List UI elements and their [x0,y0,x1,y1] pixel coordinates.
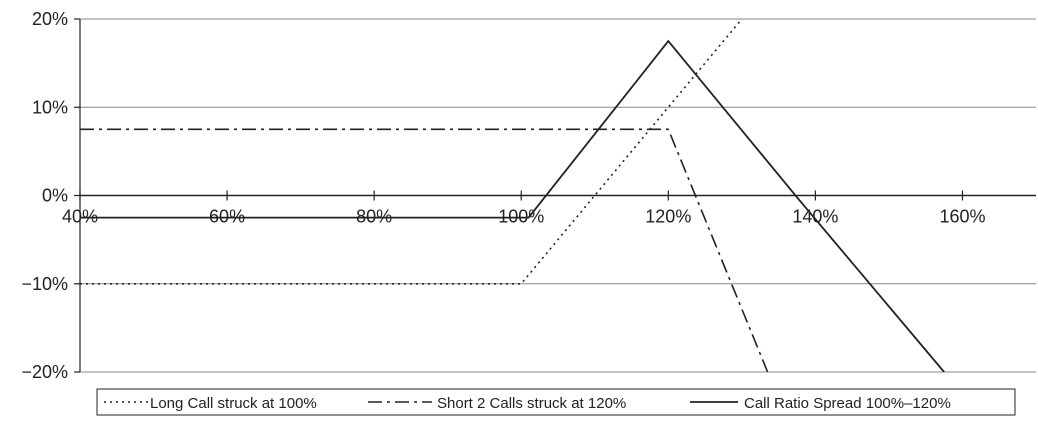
x-tick-label: 60% [209,207,245,227]
series-line-3 [80,39,945,372]
y-tick-label: 0% [42,186,68,206]
series-lines [80,19,945,372]
x-tick-label: 80% [356,207,392,227]
y-tick-label: −10% [21,274,68,294]
x-tick-label: 120% [645,207,691,227]
y-tick-label: 20% [32,9,68,29]
x-tick-label: 40% [62,207,98,227]
series-line-1 [80,19,743,285]
y-tick-label: 10% [32,97,68,117]
y-tick-label: −20% [21,362,68,382]
x-tick-label: 100% [498,207,544,227]
series-line-2 [80,128,769,372]
x-tick-label: 140% [792,207,838,227]
x-tick-label: 160% [939,207,985,227]
legend: Long Call struck at 100% Short 2 Calls st… [96,388,1016,416]
legend-box [96,388,1016,416]
axes [74,18,964,373]
grid-lines [80,18,1036,373]
y-tick-labels: 20% 10% 0% −10% −20% [21,9,68,382]
legend-label-2: Short 2 Calls struck at 120% [437,395,626,412]
legend-label-1: Long Call struck at 100% [150,395,317,412]
legend-label-3: Call Ratio Spread 100%–120% [744,395,951,412]
x-tick-labels: 40% 60% 80% 100% 120% 140% 160% [62,207,986,227]
